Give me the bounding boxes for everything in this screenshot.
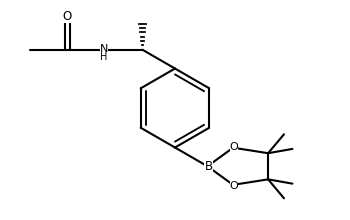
Text: H: H: [100, 52, 108, 62]
Text: O: O: [230, 181, 238, 191]
Text: N: N: [100, 44, 108, 54]
Text: O: O: [230, 142, 238, 152]
Text: B: B: [204, 160, 212, 173]
Text: O: O: [63, 10, 72, 23]
